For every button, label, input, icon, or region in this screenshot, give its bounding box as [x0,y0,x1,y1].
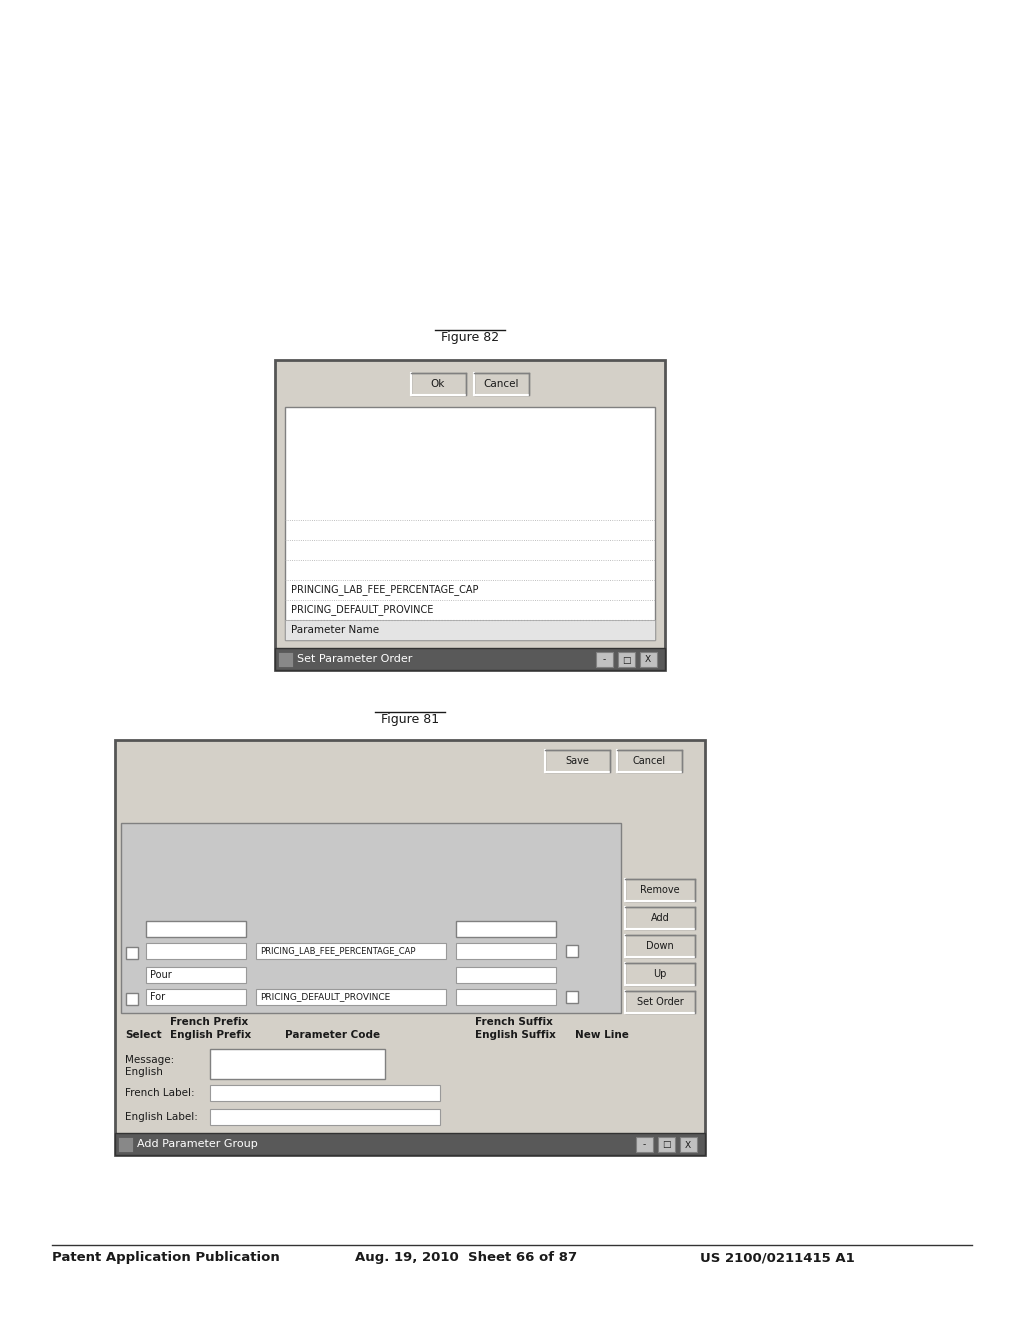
Bar [545,750,610,772]
Text: -: - [642,1140,645,1150]
Bar [126,993,138,1005]
Text: US 2100/0211415 A1: US 2100/0211415 A1 [700,1251,855,1265]
Text: Parameter Code: Parameter Code [285,1030,380,1040]
Bar [275,648,665,671]
Text: Parameter Name: Parameter Name [291,624,379,635]
Bar [210,1049,385,1078]
Bar [625,991,695,1012]
Bar [118,1137,133,1152]
Text: PRINCING_LAB_FEE_PERCENTAGE_CAP: PRINCING_LAB_FEE_PERCENTAGE_CAP [291,585,478,595]
Text: English: English [125,1067,163,1077]
Bar [256,942,446,960]
Text: French Suffix: French Suffix [475,1016,553,1027]
Text: □: □ [622,656,630,664]
Bar [625,907,695,929]
Text: Select: Select [125,1030,162,1040]
Bar [618,652,635,667]
Bar [411,374,466,395]
Text: Remove: Remove [640,884,680,895]
Bar [596,652,613,667]
Bar [456,968,556,983]
Bar [275,360,665,671]
Text: Message:: Message: [125,1055,174,1065]
Bar [146,989,246,1005]
Bar [658,1137,675,1152]
Bar [617,750,682,772]
Bar [456,989,556,1005]
Bar [278,652,293,667]
Bar [566,945,578,957]
Text: Add Parameter Group: Add Parameter Group [137,1139,258,1148]
Bar [210,1109,440,1125]
Text: Cancel: Cancel [633,756,666,766]
Bar [210,1085,440,1101]
Bar [625,879,695,902]
Text: French Label:: French Label: [125,1088,195,1098]
Text: -: - [602,656,605,664]
Text: PRICING_LAB_FEE_PERCENTAGE_CAP: PRICING_LAB_FEE_PERCENTAGE_CAP [260,946,416,956]
Bar [566,991,578,1003]
Bar [636,1137,653,1152]
Text: Patent Application Publication: Patent Application Publication [52,1251,280,1265]
Bar [256,989,446,1005]
Bar [285,407,655,640]
Text: New Line: New Line [575,1030,629,1040]
Text: Save: Save [565,756,589,766]
Bar [146,942,246,960]
Text: French Prefix: French Prefix [170,1016,248,1027]
Text: Ok: Ok [431,379,445,389]
Text: English Suffix: English Suffix [475,1030,556,1040]
Text: Cancel: Cancel [483,379,519,389]
Text: English Label:: English Label: [125,1111,198,1122]
Bar [146,921,246,937]
Bar [625,935,695,957]
Text: Set Parameter Order: Set Parameter Order [297,653,413,664]
Text: Down: Down [646,941,674,950]
Text: Add: Add [650,913,670,923]
Text: Figure 82: Figure 82 [441,331,499,345]
Bar [456,921,556,937]
Text: Aug. 19, 2010  Sheet 66 of 87: Aug. 19, 2010 Sheet 66 of 87 [355,1251,578,1265]
Text: X: X [645,656,651,664]
Bar [640,652,657,667]
Bar [146,968,246,983]
Text: □: □ [662,1140,671,1150]
Text: English Prefix: English Prefix [170,1030,251,1040]
Text: Up: Up [653,969,667,979]
Bar [121,822,621,1012]
Text: PRICING_DEFAULT_PROVINCE: PRICING_DEFAULT_PROVINCE [260,993,390,1002]
Bar [474,374,529,395]
Bar [115,741,705,1155]
Bar [115,1133,705,1155]
Text: Figure 81: Figure 81 [381,714,439,726]
Bar [456,942,556,960]
Bar [126,946,138,960]
Text: X: X [685,1140,691,1150]
Text: Pour: Pour [150,970,172,979]
Bar [285,620,655,640]
Bar [680,1137,697,1152]
Text: PRICING_DEFAULT_PROVINCE: PRICING_DEFAULT_PROVINCE [291,605,433,615]
Bar [625,964,695,985]
Text: For: For [150,993,165,1002]
Text: Set Order: Set Order [637,997,683,1007]
